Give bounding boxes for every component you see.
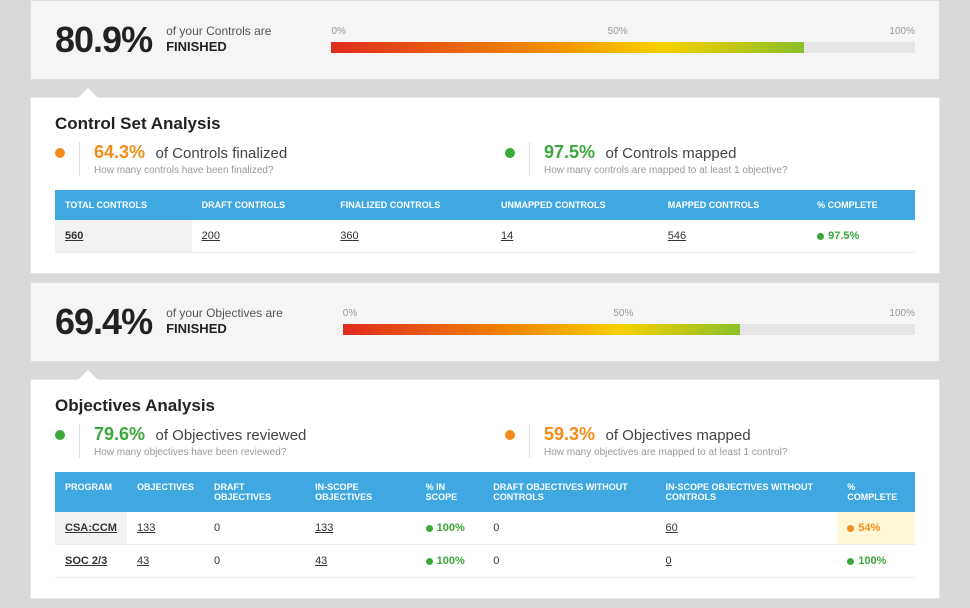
table-header: DRAFT OBJECTIVES	[204, 472, 305, 512]
program-link[interactable]: SOC 2/3	[65, 555, 107, 567]
controls-table: TOTAL CONTROLSDRAFT CONTROLSFINALIZED CO…	[55, 190, 915, 253]
controls-finalized-metric: 64.3% of Controls finalized How many con…	[55, 142, 465, 176]
finalized-controls-link[interactable]: 360	[340, 230, 358, 242]
table-header: DRAFT OBJECTIVES WITHOUT CONTROLS	[483, 472, 655, 512]
controls-pct: 80.9%	[55, 19, 152, 61]
objectives-pct: 69.4%	[55, 301, 152, 343]
dot-icon	[55, 148, 65, 158]
draft-obj: 0	[214, 555, 220, 567]
table-row: 560 200 360 14 546 97.5%	[55, 220, 915, 253]
objectives-mapped-metric: 59.3% of Objectives mapped How many obje…	[505, 424, 915, 458]
program-link[interactable]: CSA:CCM	[65, 522, 117, 534]
pct-complete: 54%	[858, 522, 880, 534]
table-header: MAPPED CONTROLS	[658, 190, 807, 220]
table-header: IN-SCOPE OBJECTIVES WITHOUT CONTROLS	[656, 472, 838, 512]
controls-summary-panel: 80.9% of your Controls are FINISHED 0% 5…	[30, 0, 940, 80]
pct-inscope: 100%	[437, 522, 465, 534]
table-header: FINALIZED CONTROLS	[330, 190, 491, 220]
inscope-wo-link[interactable]: 0	[666, 555, 672, 567]
objectives-sub: of your Objectives are FINISHED	[166, 306, 283, 338]
objectives-table: PROGRAMOBJECTIVESDRAFT OBJECTIVESIN-SCOP…	[55, 472, 915, 578]
table-header: IN-SCOPE OBJECTIVES	[305, 472, 416, 512]
pct-complete: 100%	[858, 555, 886, 567]
objectives-analysis-panel: Objectives Analysis 79.6% of Objectives …	[30, 379, 940, 599]
controls-mapped-metric: 97.5% of Controls mapped How many contro…	[505, 142, 915, 176]
draft-wo: 0	[493, 555, 499, 567]
objectives-progress-bar: 0% 50% 100%	[343, 310, 915, 335]
table-row: SOC 2/3 43 0 43 100% 0 0 100%	[55, 545, 915, 578]
objectives-summary-panel: 69.4% of your Objectives are FINISHED 0%…	[30, 282, 940, 362]
controls-progress-bar: 0% 50% 100%	[331, 28, 915, 53]
table-header: UNMAPPED CONTROLS	[491, 190, 658, 220]
objectives-reviewed-metric: 79.6% of Objectives reviewed How many ob…	[55, 424, 465, 458]
table-row: CSA:CCM 133 0 133 100% 0 60 54%	[55, 512, 915, 545]
controls-sub: of your Controls are FINISHED	[166, 24, 271, 56]
control-analysis-panel: Control Set Analysis 64.3% of Controls f…	[30, 97, 940, 274]
pct-complete: 97.5%	[828, 230, 859, 242]
inscope-link[interactable]: 43	[315, 555, 327, 567]
table-header: OBJECTIVES	[127, 472, 204, 512]
dot-icon	[55, 430, 65, 440]
table-header: TOTAL CONTROLS	[55, 190, 192, 220]
total-controls-link[interactable]: 560	[65, 230, 83, 242]
draft-controls-link[interactable]: 200	[202, 230, 220, 242]
table-header: PROGRAM	[55, 472, 127, 512]
table-header: % IN SCOPE	[416, 472, 484, 512]
inscope-link[interactable]: 133	[315, 522, 333, 534]
objectives-link[interactable]: 133	[137, 522, 155, 534]
draft-wo: 0	[493, 522, 499, 534]
table-header: % COMPLETE	[807, 190, 915, 220]
objectives-analysis-title: Objectives Analysis	[31, 380, 939, 424]
control-analysis-title: Control Set Analysis	[31, 98, 939, 142]
objectives-link[interactable]: 43	[137, 555, 149, 567]
dot-icon	[505, 430, 515, 440]
dot-icon	[505, 148, 515, 158]
pct-inscope: 100%	[437, 555, 465, 567]
inscope-wo-link[interactable]: 60	[666, 522, 678, 534]
unmapped-controls-link[interactable]: 14	[501, 230, 513, 242]
mapped-controls-link[interactable]: 546	[668, 230, 686, 242]
draft-obj: 0	[214, 522, 220, 534]
table-header: % COMPLETE	[837, 472, 915, 512]
table-header: DRAFT CONTROLS	[192, 190, 331, 220]
